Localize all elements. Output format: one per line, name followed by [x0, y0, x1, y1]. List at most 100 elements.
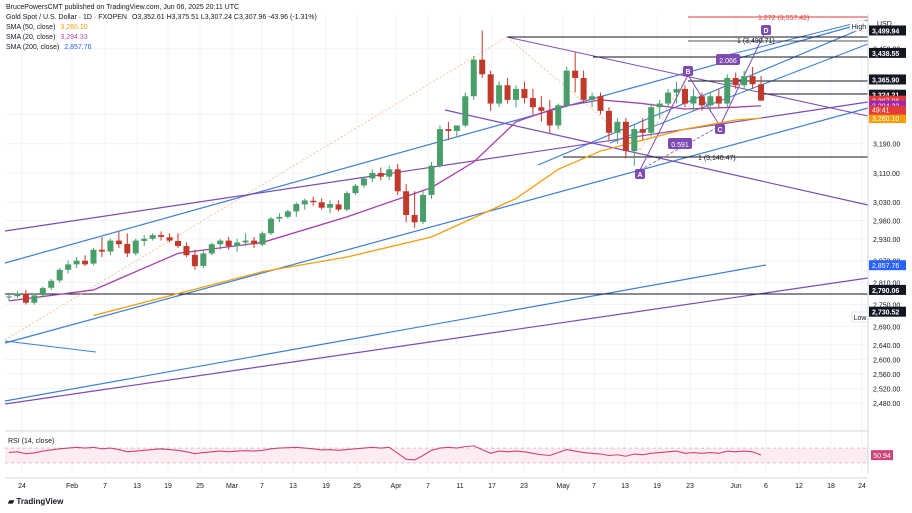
- indicator-value: 3,260.10: [60, 24, 88, 31]
- y-tick-label: 2,480.00: [873, 401, 900, 408]
- logo-icon: ▰: [8, 497, 17, 506]
- price-axis[interactable]: 3,450.003,270.003,190.003,110.003,030.00…: [867, 14, 906, 474]
- candle-body: [191, 254, 198, 267]
- price-tag: [869, 306, 906, 317]
- candle-body: [56, 269, 63, 281]
- moving-averages: [8, 99, 762, 317]
- point-a-label: A: [637, 172, 642, 179]
- symbol-name[interactable]: Gold Spot / U.S. Dollar · 1D · FXOPEN: [6, 14, 127, 21]
- rsi-label: RSI (14, close): [8, 438, 54, 445]
- x-tick-label: 13: [289, 483, 297, 490]
- rsi-value-tag: [871, 450, 893, 461]
- x-tick-label: 18: [827, 483, 835, 490]
- y-tick-label: 2,560.00: [873, 372, 900, 379]
- x-tick-label: 7: [426, 483, 430, 490]
- candle-body: [479, 59, 486, 75]
- x-tick-label: 7: [260, 483, 264, 490]
- candle-body: [293, 204, 300, 212]
- trendline-purple: [4, 101, 869, 232]
- candle-body: [225, 240, 232, 247]
- candle-body: [496, 85, 503, 104]
- candle-body: [267, 218, 274, 234]
- candle-body: [90, 249, 97, 264]
- grid: [5, 14, 868, 474]
- x-tick-label: May: [556, 483, 570, 490]
- x-tick-label: 25: [353, 483, 361, 490]
- trendline-blue: [4, 340, 97, 353]
- sma50-line: [93, 117, 762, 317]
- brand-name: TradingView: [16, 497, 64, 506]
- ohlc-values: O3,352.61 H3,375.51 L3,307.24 C3,307.96 …: [131, 14, 317, 21]
- candle-body: [403, 191, 410, 216]
- candle-body: [749, 76, 756, 85]
- price-tag-label: 2,857.76: [872, 263, 899, 270]
- x-tick-label: 25: [196, 483, 204, 490]
- sma20-line: [8, 99, 762, 302]
- rsi-band: [5, 448, 868, 463]
- indicator-label: SMA (20, close): [6, 34, 56, 41]
- candle-body: [310, 200, 317, 203]
- x-tick-label: 7: [103, 483, 107, 490]
- countdown-tag: [869, 105, 906, 115]
- candle-body: [436, 129, 443, 166]
- x-tick-label: 19: [322, 483, 330, 490]
- x-tick-label: 7: [592, 483, 596, 490]
- price-tag-label: 3,499.94: [872, 28, 899, 35]
- candle-body: [360, 178, 367, 186]
- candle-body: [605, 110, 612, 133]
- trendline-blue: [719, 19, 869, 58]
- candle-body: [377, 172, 384, 177]
- indicator-sma50[interactable]: SMA (50, close) 3,260.10: [6, 23, 88, 32]
- candle-body: [251, 240, 258, 245]
- candle-body: [352, 185, 359, 194]
- x-tick-label: 19: [653, 483, 661, 490]
- time-axis[interactable]: 24 Feb 7 13 19 25 Mar 7 13 19 25 Apr 7 11 17 23 May 7 13 19…: [5, 477, 868, 490]
- x-tick-label: Feb: [66, 483, 78, 490]
- tradingview-logo[interactable]: ▰ TradingView: [8, 497, 63, 506]
- fib-ray: [639, 74, 689, 151]
- candle-body: [673, 88, 680, 93]
- indicator-value: 3,294.33: [60, 34, 88, 41]
- x-tick-label: 13: [621, 483, 629, 490]
- x-tick-label: 19: [164, 483, 172, 490]
- price-tag: [869, 74, 906, 85]
- fib-ray: [4, 36, 508, 341]
- rsi-pane: RSI (14, close) 50.94: [5, 430, 893, 464]
- candle-body: [234, 242, 241, 247]
- x-tick-label: 23: [686, 483, 694, 490]
- candle-body: [758, 84, 765, 101]
- point-b-label: B: [685, 69, 690, 76]
- candle-body: [276, 216, 283, 219]
- candle-body: [107, 240, 114, 252]
- y-tick-label: 2,750.00: [873, 303, 900, 310]
- candle-body: [158, 235, 165, 237]
- candle-body: [65, 264, 72, 270]
- candle-body: [344, 193, 350, 210]
- point-d-label: D: [763, 28, 768, 35]
- candle-body: [665, 92, 672, 104]
- x-tick-label: 6: [764, 483, 768, 490]
- price-tag: [869, 25, 906, 36]
- candle-body: [546, 110, 553, 126]
- fib-level-label: 1 (3,490.71): [737, 38, 775, 45]
- x-tick-label: 12: [795, 483, 803, 490]
- candle-body: [175, 240, 181, 247]
- point-c-label-tag: [715, 124, 725, 134]
- indicator-sma20[interactable]: SMA (20, close) 3,294.33: [6, 33, 88, 42]
- candle-body: [420, 194, 427, 222]
- y-tick-label: 2,810.00: [873, 281, 900, 288]
- high-marker: High: [852, 24, 867, 31]
- candle-body: [690, 96, 697, 104]
- point-c-label: C: [717, 127, 722, 134]
- rsi-value: 50.94: [873, 453, 891, 460]
- price-tag: [869, 113, 906, 124]
- indicator-sma200[interactable]: SMA (200, close) 2,857.76: [6, 43, 92, 52]
- price-tag: [869, 100, 906, 111]
- fib-level-label: 1 (3,140.47): [698, 155, 736, 162]
- candle-body: [124, 243, 131, 254]
- candle-body: [6, 296, 12, 298]
- candle-body: [741, 76, 748, 86]
- y-tick-label: 2,520.00: [873, 387, 900, 394]
- price-tag-label: 3,260.10: [872, 116, 899, 123]
